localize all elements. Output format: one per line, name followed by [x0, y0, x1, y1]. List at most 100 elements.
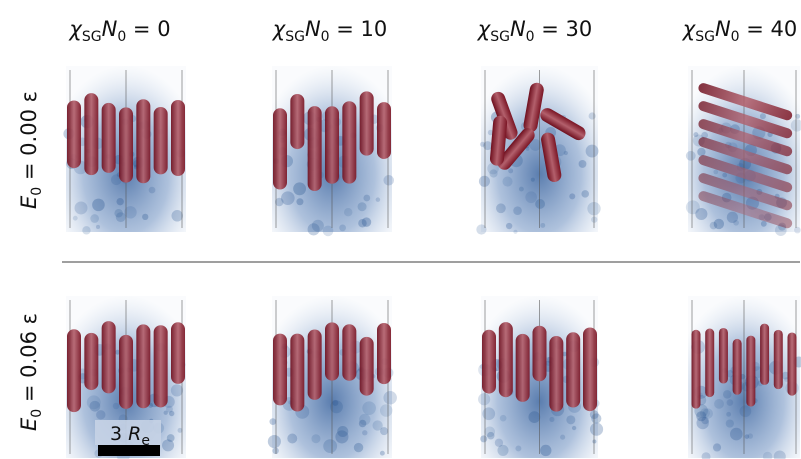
subscript: 0	[29, 409, 45, 418]
scale-bar-line	[98, 445, 160, 456]
cylinder	[154, 325, 168, 407]
cloud-speck	[739, 405, 751, 417]
cloud-speck	[281, 191, 295, 205]
cloud-speck	[358, 219, 366, 227]
cylinder	[102, 103, 116, 173]
cylinder	[290, 94, 304, 149]
cloud-speck	[566, 415, 575, 424]
cylinder	[549, 336, 563, 412]
symbol: R	[128, 423, 141, 445]
cloud-speck	[714, 399, 724, 409]
cloud-speck	[75, 201, 88, 214]
value: = 0	[126, 17, 170, 41]
cylinder	[273, 334, 287, 406]
cloud-speck	[483, 141, 492, 150]
cloud-speck	[697, 148, 705, 156]
cloud-speck	[586, 145, 599, 158]
cylinder	[692, 330, 701, 409]
cylinder	[342, 101, 356, 183]
cloud-speck	[354, 443, 363, 452]
cloud-speck	[713, 443, 721, 451]
cloud-speck	[344, 208, 352, 216]
cloud-speck	[745, 434, 750, 439]
cylinder	[705, 329, 714, 398]
symbol: E	[17, 195, 41, 209]
column-header: χSGN0 = 30	[477, 17, 593, 45]
value: = 40	[740, 17, 798, 41]
cloud-speck	[142, 214, 148, 220]
cylinder	[342, 324, 356, 381]
cloud-speck	[90, 214, 99, 223]
cylinder	[788, 332, 797, 395]
cylinder	[308, 106, 322, 191]
cloud-speck	[513, 230, 517, 234]
cloud-speck	[572, 426, 576, 430]
cylinder	[290, 334, 304, 412]
cylinder	[154, 107, 168, 174]
cloud-speck	[540, 445, 551, 456]
cloud-speck	[296, 198, 303, 205]
symbol: N	[102, 17, 118, 41]
cloud-speck	[339, 225, 346, 232]
cloud-speck	[513, 206, 522, 215]
cylinder	[119, 107, 133, 182]
value: 3	[110, 423, 128, 445]
cloud-speck	[323, 439, 337, 453]
row-label: E0 = 0.06 ε	[17, 313, 45, 431]
figure: χSGN0 = 0 χSGN0 = 10 χSGN0 = 30 χSGN0 = …	[0, 0, 801, 459]
cloud-speck	[380, 427, 388, 435]
cloud-speck	[116, 212, 126, 222]
subscript: SG	[695, 29, 715, 45]
cloud-speck	[761, 221, 767, 227]
cloud-speck	[96, 225, 100, 229]
simulation-panel	[688, 296, 801, 459]
cloud-speck	[164, 411, 168, 415]
subscript: 0	[321, 29, 330, 45]
cloud-speck	[713, 170, 718, 175]
cloud-speck	[268, 435, 281, 448]
cloud-speck	[686, 151, 696, 161]
cloud-speck	[337, 426, 348, 437]
cloud-speck	[581, 190, 589, 198]
cylinder	[136, 99, 150, 183]
cloud-speck	[696, 417, 708, 429]
cloud-speck	[92, 199, 105, 212]
cloud-speck	[82, 226, 90, 234]
cloud-speck	[380, 451, 385, 456]
subscript: SG	[285, 29, 305, 45]
cylinder	[67, 329, 81, 412]
cloud-speck	[376, 197, 381, 202]
cylinder	[325, 106, 339, 184]
row-label: E0 = 0.00 ε	[17, 91, 45, 209]
cloud-speck	[383, 391, 396, 404]
value: = 0.06 ε	[17, 313, 41, 409]
subscript: 0	[731, 29, 740, 45]
cylinder	[516, 334, 530, 402]
cloud-speck	[482, 407, 495, 420]
cloud-speck	[589, 112, 596, 119]
cylinder	[377, 102, 391, 159]
cloud-speck	[714, 219, 724, 229]
subscript: 0	[29, 187, 45, 196]
cloud-speck	[727, 399, 734, 406]
scale-bar: 3 Re	[95, 420, 161, 456]
cylinder	[377, 323, 391, 384]
cloud-speck	[592, 440, 596, 444]
cloud-speck	[362, 401, 376, 415]
cloud-speck	[733, 220, 739, 226]
simulation-panel	[272, 66, 394, 236]
symbol: N	[510, 17, 526, 41]
simulation-panel	[268, 296, 397, 458]
cylinder	[360, 337, 374, 396]
cylinder	[308, 330, 322, 400]
cloud-speck	[726, 412, 731, 417]
cloud-speck	[149, 187, 156, 194]
cloud-speck	[383, 175, 394, 186]
cloud-speck	[590, 423, 603, 436]
cloud-speck	[540, 223, 545, 228]
cloud-speck	[359, 414, 370, 425]
value: = 0.00 ε	[17, 91, 41, 187]
cloud-speck	[723, 390, 731, 398]
symbol: N	[305, 17, 321, 41]
cylinder	[171, 100, 185, 176]
